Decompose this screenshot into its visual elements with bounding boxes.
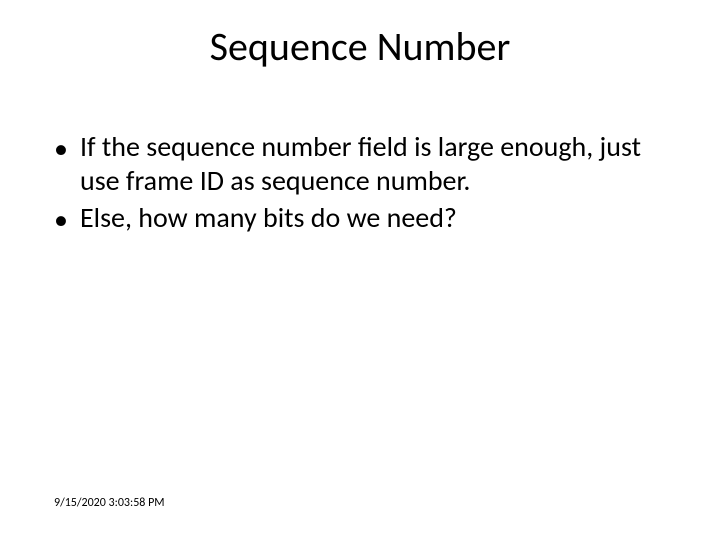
bullet-icon: • xyxy=(54,130,80,166)
list-item: • If the sequence number field is large … xyxy=(54,130,666,197)
list-item: • Else, how many bits do we need? xyxy=(54,201,666,237)
bullet-icon: • xyxy=(54,201,80,237)
slide: Sequence Number • If the sequence number… xyxy=(0,0,720,540)
slide-body: • If the sequence number field is large … xyxy=(54,130,666,241)
bullet-text: Else, how many bits do we need? xyxy=(80,201,666,235)
bullet-text: If the sequence number field is large en… xyxy=(80,130,666,197)
slide-title: Sequence Number xyxy=(0,22,720,71)
footer-timestamp: 9/15/2020 3:03:58 PM xyxy=(54,496,165,510)
